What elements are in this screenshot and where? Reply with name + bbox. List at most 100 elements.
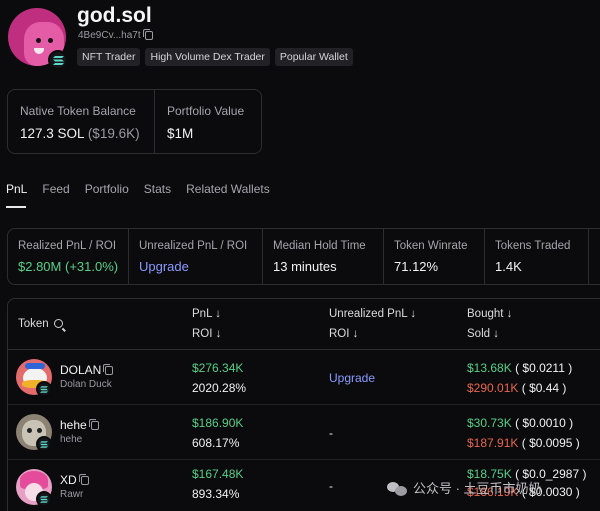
solana-icon — [48, 50, 68, 70]
table-row[interactable]: DOLAN Dolan Duck $276.34K 2020.28% Upgra… — [8, 351, 600, 405]
realized-roi-value: (+31.0%) — [65, 259, 119, 274]
unrealized-value: - — [329, 426, 333, 440]
roi-value: 893.34% — [192, 487, 240, 501]
sold-value: $186.19K — [467, 485, 519, 499]
portfolio-value-amount: $1M — [167, 126, 194, 141]
token-name: hehe — [60, 418, 99, 432]
roi-value: 2020.28% — [192, 381, 247, 395]
avatar-eye — [36, 38, 41, 43]
token-full-name: Rawr — [60, 489, 84, 500]
watermark-text: 公众号 · 土豆币市奶奶 — [413, 481, 542, 496]
copy-icon[interactable] — [78, 473, 89, 485]
solana-icon — [36, 381, 52, 397]
wechat-icon — [387, 480, 407, 496]
roi-value: 608.17% — [192, 436, 240, 450]
native-sol-amount: 127.3 SOL — [20, 126, 85, 141]
stat-label: Unrealized PnL / ROI — [139, 240, 248, 252]
sold-price: ( $0.44 ) — [521, 381, 567, 395]
tag-dex-trader: High Volume Dex Trader — [145, 48, 270, 66]
native-balance-value: 127.3 SOL ($19.6K) — [20, 126, 142, 141]
stats-bar: Realized PnL / ROI $2.80M (+31.0%) Unrea… — [7, 228, 600, 285]
solana-icon — [36, 436, 52, 452]
stat-label: Tokens Traded — [495, 240, 571, 252]
portfolio-value-label: Portfolio Value — [167, 104, 245, 118]
sold-value: $187.91K — [467, 436, 519, 450]
stat-label: Token Winrate — [394, 240, 468, 252]
tab-stats[interactable]: Stats — [143, 182, 172, 196]
table-header: Token PnL ↓ ROI ↓ Unrealized PnL ↓ ROI ↓… — [8, 299, 600, 350]
token-avatar-hehe — [16, 414, 52, 450]
bought-value: $13.68K — [467, 361, 512, 375]
avatar-mouth — [34, 48, 44, 54]
unrealized-upgrade-link[interactable]: Upgrade — [329, 371, 376, 385]
stat-token-winrate: Token Winrate 71.12% — [384, 229, 485, 284]
bought-amount: $18.75K ( $0.0_2987 ) — [467, 467, 586, 481]
sold-amount: $187.91K ( $0.0095 ) — [467, 436, 580, 450]
realized-pnl-value: $2.80M — [18, 259, 62, 274]
wallet-address: 4Be9Cv...ha7t — [78, 30, 141, 41]
table-row[interactable]: hehe hehe $186.90K 608.17% - $30.73K ( $… — [8, 406, 600, 460]
stat-median-hold-time: Median Hold Time 13 minutes — [263, 229, 384, 284]
copy-icon[interactable] — [88, 418, 99, 430]
bought-price: ( $0.0211 ) — [515, 361, 573, 375]
native-usd-amount: ($19.6K) — [87, 126, 140, 141]
wallet-name: god.sol — [77, 4, 152, 27]
sold-price: ( $0.0095 ) — [521, 436, 580, 450]
pnl-value: $276.34K — [192, 361, 244, 375]
header-pnl[interactable]: PnL ↓ — [192, 308, 221, 320]
header-unrealized-roi[interactable]: ROI ↓ — [329, 328, 359, 340]
wallet-address-row: 4Be9Cv...ha7t — [78, 29, 153, 41]
header-unrealized-pnl[interactable]: Unrealized PnL ↓ — [329, 308, 417, 320]
profile-avatar — [8, 8, 66, 66]
balance-card: Native Token Balance 127.3 SOL ($19.6K) … — [7, 89, 262, 154]
pnl-value: $167.48K — [192, 467, 244, 481]
stat-tokens-traded: Tokens Traded 1.4K — [485, 229, 589, 284]
header-sold[interactable]: Sold ↓ — [467, 328, 499, 340]
bought-price: ( $0.0010 ) — [515, 416, 574, 430]
token-name: DOLAN — [60, 363, 114, 377]
unrealized-value: - — [329, 479, 333, 493]
header-roi[interactable]: ROI ↓ — [192, 328, 222, 340]
table-row[interactable]: XD Rawr $167.48K 893.34% - $18.75K ( $0.… — [8, 461, 600, 511]
tab-feed[interactable]: Feed — [42, 182, 70, 196]
search-icon[interactable] — [53, 319, 63, 328]
wallet-tags: NFT Trader High Volume Dex Trader Popula… — [77, 48, 353, 66]
sold-value: $290.01K — [467, 381, 519, 395]
stat-value: 13 minutes — [273, 259, 337, 274]
token-symbol: hehe — [60, 418, 87, 432]
sold-amount: $186.19K ( $0.0030 ) — [467, 485, 580, 499]
stat-realized-pnl: Realized PnL / ROI $2.80M (+31.0%) — [8, 229, 129, 284]
tab-related-wallets[interactable]: Related Wallets — [186, 182, 270, 196]
portfolio-value: Portfolio Value $1M — [154, 90, 256, 153]
bought-value: $30.73K — [467, 416, 512, 430]
tag-nft-trader: NFT Trader — [77, 48, 141, 66]
active-tab-indicator — [6, 206, 26, 208]
stat-value: 1.4K — [495, 259, 522, 274]
bought-value: $18.75K — [467, 467, 512, 481]
tab-portfolio[interactable]: Portfolio — [84, 182, 129, 196]
upgrade-link[interactable]: Upgrade — [139, 259, 189, 274]
tab-pnl[interactable]: PnL — [6, 182, 28, 196]
sold-price: ( $0.0030 ) — [521, 485, 580, 499]
token-name: XD — [60, 473, 89, 487]
solana-icon — [36, 491, 52, 507]
header-token[interactable]: Token — [18, 318, 63, 330]
stat-value: $2.80M (+31.0%) — [18, 259, 118, 274]
native-balance: Native Token Balance 127.3 SOL ($19.6K) — [8, 90, 154, 153]
wechat-watermark: 公众号 · 土豆币市奶奶 — [387, 478, 542, 497]
tag-popular-wallet: Popular Wallet — [274, 48, 353, 66]
stat-label: Realized PnL / ROI — [18, 240, 117, 252]
token-pnl-table: Token PnL ↓ ROI ↓ Unrealized PnL ↓ ROI ↓… — [7, 298, 600, 511]
token-full-name: Dolan Duck — [60, 379, 112, 390]
token-symbol: DOLAN — [60, 363, 102, 377]
stat-label: Median Hold Time — [273, 240, 366, 252]
stat-unrealized-pnl: Unrealized PnL / ROI Upgrade — [129, 229, 263, 284]
tab-bar: PnL Feed Portfolio Stats Related Wallets — [6, 182, 270, 196]
copy-icon[interactable] — [142, 29, 153, 40]
stat-value: 71.12% — [394, 259, 439, 274]
token-symbol: XD — [60, 473, 77, 487]
bought-amount: $13.68K ( $0.0211 ) — [467, 361, 572, 375]
copy-icon[interactable] — [103, 363, 114, 375]
header-bought[interactable]: Bought ↓ — [467, 308, 513, 320]
pnl-value: $186.90K — [192, 416, 244, 430]
